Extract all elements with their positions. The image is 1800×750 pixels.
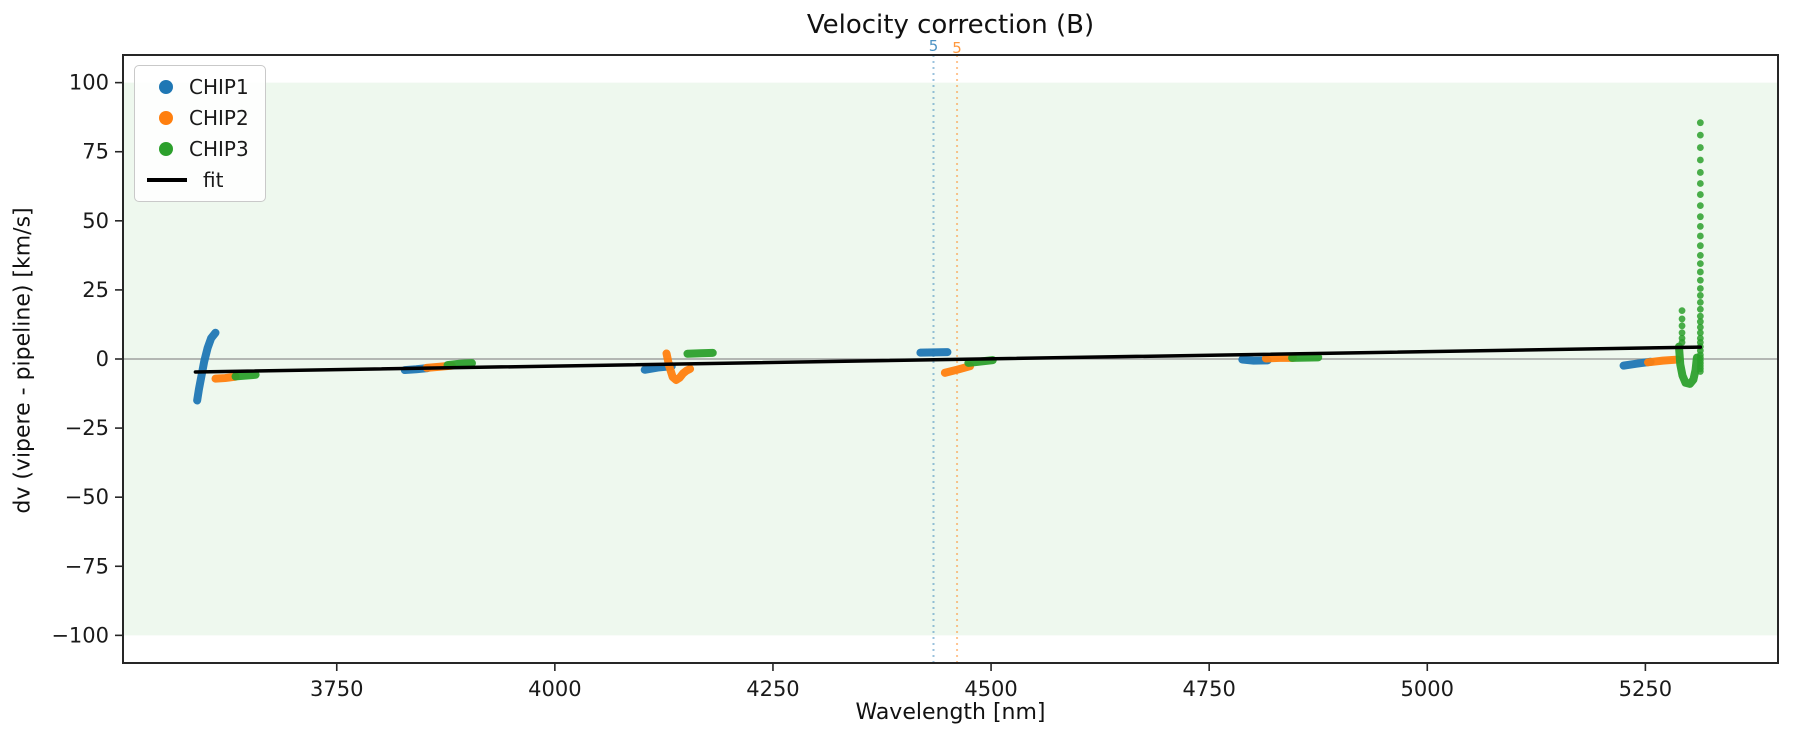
x-tick-label: 4750 xyxy=(1182,677,1235,701)
scatter-dot xyxy=(1696,191,1704,198)
chart-title: Velocity correction (B) xyxy=(806,10,1095,40)
scatter-dot xyxy=(1696,292,1704,299)
y-tick-label: −25 xyxy=(65,416,109,440)
scatter-dot xyxy=(1696,305,1704,313)
legend: CHIP1 CHIP2 CHIP3 fit xyxy=(134,65,266,202)
scatter-cluster xyxy=(662,349,695,385)
scatter-dot xyxy=(1696,202,1704,210)
scatter-cluster xyxy=(940,362,975,377)
scatter-dot xyxy=(1696,180,1704,187)
legend-entry-CHIP2: CHIP2 xyxy=(147,106,249,130)
scatter-dot xyxy=(1678,315,1686,323)
scatter-cluster xyxy=(193,328,220,405)
x-tick-label: 4000 xyxy=(528,677,581,701)
scatter-dot xyxy=(1696,156,1704,164)
legend-dot-icon xyxy=(159,111,173,125)
scatter-dot xyxy=(1696,119,1704,127)
y-tick-label: 25 xyxy=(82,278,109,302)
scatter-dot xyxy=(1678,322,1686,330)
fit-line xyxy=(193,345,1703,374)
scatter-cluster xyxy=(443,359,476,370)
scatter-dot xyxy=(1696,242,1704,250)
x-tick-label: 5250 xyxy=(1619,677,1672,701)
y-tick-label: −100 xyxy=(51,623,109,647)
x-axis-label: Wavelength [nm] xyxy=(855,700,1046,725)
scatter-dot xyxy=(1696,131,1704,139)
scatter-dot xyxy=(1696,268,1704,276)
scatter-dot xyxy=(1696,222,1704,230)
scatter-cluster xyxy=(683,348,717,358)
scatter-dot xyxy=(1696,213,1704,221)
legend-dot-icon xyxy=(159,142,173,156)
scatter-cluster xyxy=(1644,355,1682,367)
scatter-dot xyxy=(1696,144,1704,151)
legend-label: CHIP3 xyxy=(189,137,249,161)
scatter-dot xyxy=(1696,232,1704,240)
y-tick-label: 75 xyxy=(82,140,109,164)
scatter-dot xyxy=(1678,307,1686,315)
y-tick-label: −75 xyxy=(65,554,109,578)
scatter-dot xyxy=(1696,276,1704,284)
scatter-cluster xyxy=(231,370,260,381)
y-tick-label: 100 xyxy=(69,71,109,95)
scatter-dot xyxy=(1696,298,1704,306)
scatter-cluster xyxy=(916,348,952,357)
legend-line-icon xyxy=(147,178,187,182)
x-tick-label: 4500 xyxy=(964,677,1017,701)
scatter-dot xyxy=(1696,329,1704,337)
scatter-dot xyxy=(1696,318,1704,326)
y-tick-label: 0 xyxy=(96,347,109,371)
scatter-cluster xyxy=(1674,342,1701,388)
vline-label-0: 5 xyxy=(929,37,939,55)
x-tick-label: 4250 xyxy=(746,677,799,701)
y-tick-label: 50 xyxy=(82,209,109,233)
scatter-dot xyxy=(1696,169,1704,176)
scatter-dot xyxy=(1696,285,1704,292)
scatter-dot xyxy=(1696,368,1704,375)
legend-entry-fit: fit xyxy=(147,168,249,192)
legend-label: CHIP1 xyxy=(189,75,249,99)
x-tick-label: 3750 xyxy=(310,677,363,701)
legend-dot-icon xyxy=(159,80,173,94)
legend-label: fit xyxy=(203,168,224,192)
scatter-dot xyxy=(1696,260,1704,268)
scatter-dot xyxy=(1696,323,1704,331)
vline-label-1: 5 xyxy=(952,39,962,57)
y-tick-label: −50 xyxy=(65,485,109,509)
scatter-cluster xyxy=(1288,353,1323,362)
y-axis-label: dv (vipere - pipeline) [km/s] xyxy=(10,207,36,514)
legend-entry-CHIP3: CHIP3 xyxy=(147,137,249,161)
legend-label: CHIP2 xyxy=(189,106,249,130)
scatter-dot xyxy=(1696,251,1704,259)
scatter-dot xyxy=(1696,312,1704,320)
x-tick-label: 5000 xyxy=(1401,677,1454,701)
scatter-dot xyxy=(1678,329,1686,337)
legend-entry-CHIP1: CHIP1 xyxy=(147,75,249,99)
series-CHIP3 xyxy=(231,119,1704,388)
scatter-dot xyxy=(1678,339,1686,346)
